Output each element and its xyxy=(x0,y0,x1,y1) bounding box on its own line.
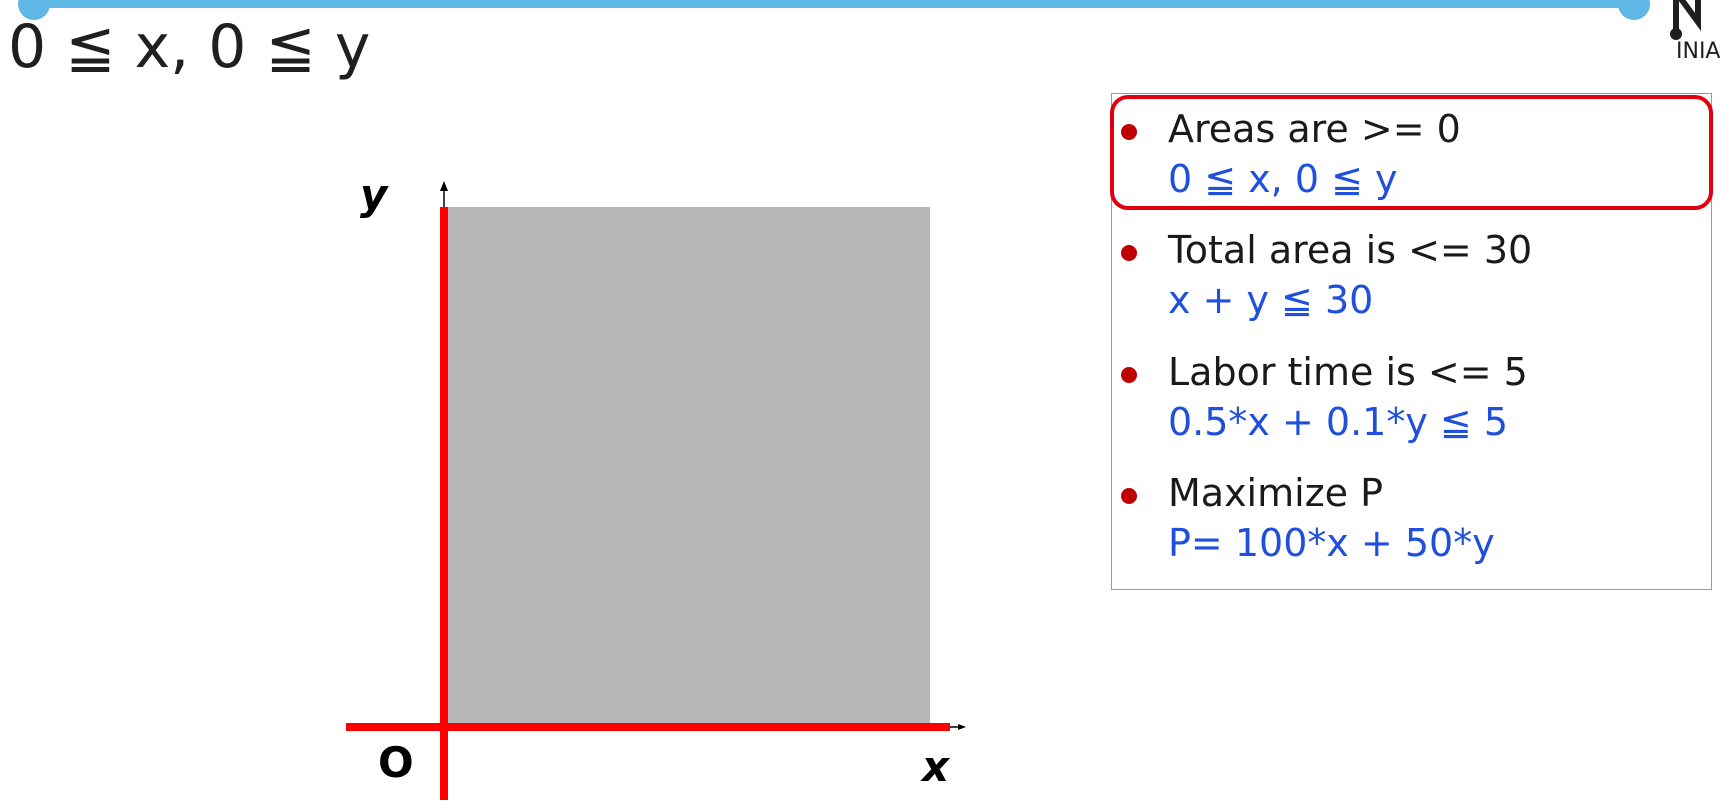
header-bar-left-dot xyxy=(18,0,50,20)
y-axis-label: y xyxy=(360,170,388,219)
x-axis-line xyxy=(346,723,950,731)
diagram-svg xyxy=(346,181,966,800)
header-bar-right-dot xyxy=(1618,0,1650,20)
bullet-icon xyxy=(1121,245,1137,261)
logo: INIA xyxy=(1668,0,1720,70)
bullet-icon xyxy=(1121,367,1137,383)
origin-label: O xyxy=(378,738,414,787)
x-axis-label: x xyxy=(922,742,950,791)
feasible-region xyxy=(444,207,930,727)
constraint-title: Labor time is <= 5 xyxy=(1168,350,1528,394)
constraint-formula: 0.5*x + 0.1*y ≦ 5 xyxy=(1168,400,1509,444)
feasible-region-diagram: y O x xyxy=(346,170,966,800)
bullet-icon xyxy=(1121,124,1137,140)
highlight-box xyxy=(1110,95,1713,210)
x-axis-arrowhead xyxy=(958,724,966,730)
y-axis-line xyxy=(440,207,448,800)
slide-title: 0 ≦ x, 0 ≦ y xyxy=(8,12,371,82)
constraint-formula: 0 ≦ x, 0 ≦ y xyxy=(1168,157,1398,201)
constraint-formula: x + y ≦ 30 xyxy=(1168,278,1374,322)
bullet-icon xyxy=(1121,488,1137,504)
constraint-list-box: Areas are >= 0 0 ≦ x, 0 ≦ y Total area i… xyxy=(1111,93,1712,590)
constraint-title: Areas are >= 0 xyxy=(1168,107,1461,151)
logo-text: INIA xyxy=(1676,39,1720,64)
y-axis-arrowhead xyxy=(440,181,448,191)
header-bar xyxy=(30,0,1634,8)
objective-title: Maximize P xyxy=(1168,471,1384,515)
constraint-title: Total area is <= 30 xyxy=(1168,228,1533,272)
logo-mark-icon xyxy=(1670,0,1701,40)
objective-formula: P= 100*x + 50*y xyxy=(1168,521,1495,565)
